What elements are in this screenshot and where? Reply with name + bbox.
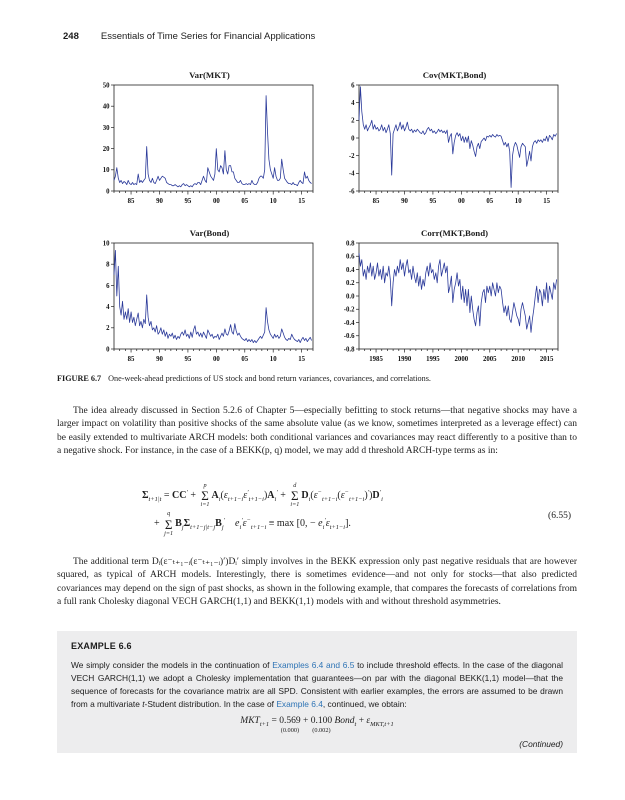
svg-text:0: 0 bbox=[351, 135, 355, 142]
svg-text:0.4: 0.4 bbox=[346, 267, 355, 274]
chart-var-mkt: Var(MKT) 0 10 20 30 40 50 85 90 95 00 05 10 15 bbox=[84, 70, 321, 214]
equation-number: (6.55) bbox=[548, 511, 571, 521]
svg-text:6: 6 bbox=[351, 82, 355, 89]
svg-text:6: 6 bbox=[106, 283, 110, 290]
example-body: We simply consider the models in the con… bbox=[71, 660, 563, 709]
svg-text:-0.6: -0.6 bbox=[344, 333, 355, 340]
svg-text:2: 2 bbox=[106, 325, 110, 332]
figure-caption-text: One-week-ahead predictions of US stock a… bbox=[108, 374, 431, 383]
svg-text:1985: 1985 bbox=[369, 356, 383, 363]
chart-cov-mkt-bond: Cov(MKT,Bond) -6 -4 -2 0 2 4 6 85 90 95 00 05 10 15 bbox=[329, 70, 566, 214]
svg-text:85: 85 bbox=[373, 198, 380, 205]
svg-text:85: 85 bbox=[128, 198, 135, 205]
svg-text:2: 2 bbox=[351, 118, 355, 125]
example-regression-equation: MKTt+1 = 0.569 (0.000) + 0.100 (0.002) Bon… bbox=[240, 715, 394, 734]
svg-text:0.2: 0.2 bbox=[346, 280, 355, 287]
svg-text:-6: -6 bbox=[349, 188, 355, 195]
example-6-6-box: EXAMPLE 6.6 We simply consider the model… bbox=[57, 631, 577, 753]
svg-text:0.0: 0.0 bbox=[346, 293, 355, 300]
svg-text:2010: 2010 bbox=[511, 356, 525, 363]
body-paragraph-2: The additional term Dᵢ(ε⁻ₜ₊₁₋ᵢ(ε⁻ₜ₊₁₋ᵢ)′… bbox=[57, 557, 577, 608]
svg-text:-4: -4 bbox=[349, 171, 355, 178]
chart-title-corr: Corr(MKT,Bond) bbox=[420, 228, 489, 238]
svg-text:0.6: 0.6 bbox=[346, 254, 355, 261]
svg-text:00: 00 bbox=[213, 198, 220, 205]
svg-text:0.8: 0.8 bbox=[346, 240, 355, 247]
figure-caption: FIGURE 6.7 One-week-ahead predictions of … bbox=[57, 374, 577, 383]
chart-title-var-mkt: Var(MKT) bbox=[189, 70, 230, 80]
svg-text:4: 4 bbox=[351, 100, 355, 107]
svg-text:15: 15 bbox=[298, 356, 305, 363]
svg-text:00: 00 bbox=[213, 356, 220, 363]
svg-text:40: 40 bbox=[103, 104, 110, 111]
svg-text:05: 05 bbox=[241, 198, 248, 205]
svg-text:90: 90 bbox=[156, 356, 163, 363]
svg-text:05: 05 bbox=[486, 198, 493, 205]
svg-text:0: 0 bbox=[106, 188, 110, 195]
svg-text:1995: 1995 bbox=[426, 356, 440, 363]
var-mkt-line-chart: 0 10 20 30 40 50 85 90 95 00 05 10 15 bbox=[103, 82, 314, 205]
svg-text:-0.4: -0.4 bbox=[344, 320, 355, 327]
svg-text:15: 15 bbox=[298, 198, 305, 205]
cross-reference-link[interactable]: Examples 6.4 and 6.5 bbox=[272, 660, 355, 670]
svg-text:95: 95 bbox=[185, 198, 192, 205]
svg-text:50: 50 bbox=[103, 82, 110, 89]
svg-text:90: 90 bbox=[401, 198, 408, 205]
page-header: 248 Essentials of Time Series for Financ… bbox=[63, 31, 315, 42]
figure-caption-label: FIGURE 6.7 bbox=[57, 374, 102, 383]
svg-text:2005: 2005 bbox=[483, 356, 497, 363]
var-bond-line-chart: 0 2 4 6 8 10 85 90 95 00 05 10 15 bbox=[103, 240, 314, 363]
figure-6-7: Var(MKT) 0 10 20 30 40 50 85 90 95 00 05 10 15 Cov(M… bbox=[84, 70, 566, 372]
svg-text:1990: 1990 bbox=[398, 356, 412, 363]
svg-text:8: 8 bbox=[106, 262, 110, 269]
chart-title-var-bond: Var(Bond) bbox=[189, 228, 230, 238]
svg-text:95: 95 bbox=[430, 198, 437, 205]
continued-note: (Continued) bbox=[519, 739, 563, 749]
svg-text:10: 10 bbox=[103, 240, 110, 247]
svg-text:15: 15 bbox=[543, 198, 550, 205]
chart-var-bond: Var(Bond) 0 2 4 6 8 10 85 90 95 00 05 10 15 bbox=[84, 228, 321, 372]
svg-text:85: 85 bbox=[128, 356, 135, 363]
example-title: EXAMPLE 6.6 bbox=[71, 641, 132, 651]
svg-text:05: 05 bbox=[241, 356, 248, 363]
svg-text:20: 20 bbox=[103, 146, 110, 153]
svg-text:-0.8: -0.8 bbox=[344, 346, 355, 353]
svg-text:00: 00 bbox=[458, 198, 465, 205]
svg-text:95: 95 bbox=[185, 356, 192, 363]
running-title: Essentials of Time Series for Financial … bbox=[100, 31, 316, 42]
svg-text:4: 4 bbox=[106, 304, 110, 311]
svg-text:10: 10 bbox=[270, 356, 277, 363]
svg-text:-2: -2 bbox=[349, 153, 355, 160]
svg-text:10: 10 bbox=[515, 198, 522, 205]
svg-text:90: 90 bbox=[156, 198, 163, 205]
body-paragraph-1: The idea already discussed in Section 5.… bbox=[57, 406, 577, 457]
svg-text:10: 10 bbox=[103, 167, 110, 174]
svg-text:0: 0 bbox=[106, 346, 110, 353]
svg-text:2015: 2015 bbox=[540, 356, 554, 363]
corr-mkt-bond-line-chart: -0.8 -0.6 -0.4 -0.2 0.0 0.2 0.4 0.6 0.8 1985 1990 1… bbox=[344, 240, 559, 363]
cov-mkt-bond-line-chart: -6 -4 -2 0 2 4 6 85 90 95 00 05 10 15 bbox=[349, 82, 559, 205]
svg-text:-0.2: -0.2 bbox=[344, 307, 355, 314]
svg-text:2000: 2000 bbox=[455, 356, 469, 363]
chart-title-cov: Cov(MKT,Bond) bbox=[422, 70, 487, 80]
svg-text:30: 30 bbox=[103, 125, 110, 132]
page-number: 248 bbox=[63, 31, 79, 42]
chart-corr-mkt-bond: Corr(MKT,Bond) -0.8 -0.6 -0.4 -0.2 0.0 0.2 0.4… bbox=[329, 228, 566, 372]
cross-reference-link[interactable]: Example 6.4 bbox=[276, 698, 323, 709]
svg-text:10: 10 bbox=[270, 198, 277, 205]
